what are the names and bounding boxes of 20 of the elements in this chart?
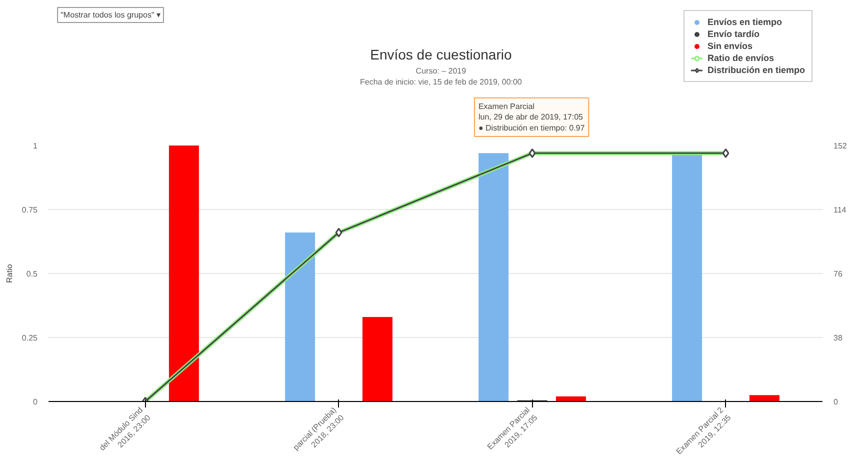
y-tick-label: 0 [33, 398, 38, 406]
y2-tick-label: 0 [834, 398, 838, 406]
y2-tick-label: 76 [834, 270, 843, 278]
y2-tick-label: 114 [834, 206, 847, 214]
y-axis-title: Ratio [4, 264, 14, 283]
legend-label: Sin envíos [707, 41, 752, 51]
chart-title: Envíos de cuestionario [370, 46, 512, 62]
y-tick-label: 0.25 [22, 334, 38, 342]
y2-tick-label: 38 [834, 334, 843, 342]
chart-subtitle: Curso: – 2019 Fecha de inicio: vie, 15 de feb de 2019, 00:00 [360, 66, 522, 86]
text: "Mostrar todos los grupos" ▾ [60, 10, 161, 20]
y-tick-label: 1 [33, 142, 38, 150]
text: Examen Parcial lun, 29 de abr de 2019, 17:05 ● Distribución en tiempo: 0.97 [478, 102, 586, 132]
y-tick-label: 0.5 [26, 270, 38, 278]
y-tick-label: 0.75 [22, 206, 38, 214]
legend-label: Ratio de envíos [707, 53, 774, 63]
y2-tick-label: 152 [834, 142, 848, 150]
legend-label: Envío tardío [707, 29, 760, 39]
legend-label: Envíos en tiempo [707, 17, 782, 27]
legend-label: Distribución en tiempo [707, 65, 805, 75]
